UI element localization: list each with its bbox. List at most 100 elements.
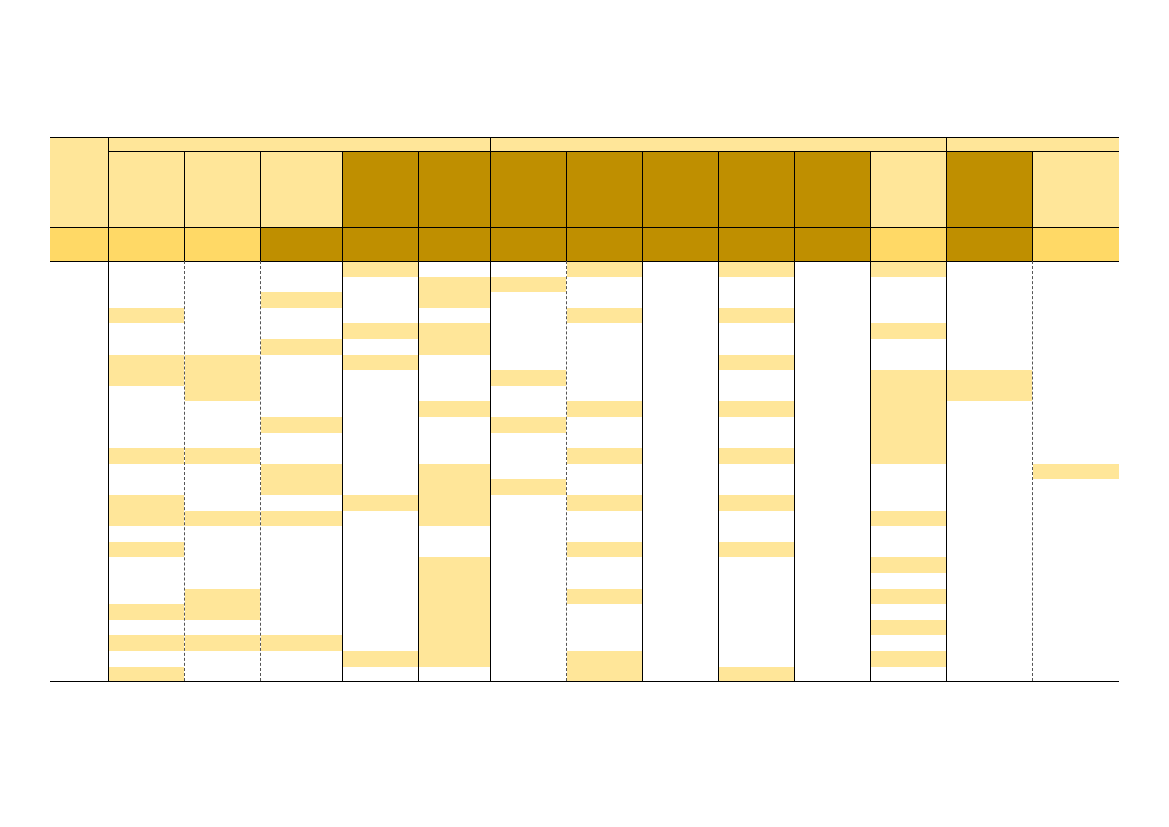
bottom-border: [50, 681, 1119, 682]
highlighted-cell: [261, 417, 342, 433]
highlighted-cell: [719, 495, 794, 511]
highlighted-cell: [491, 479, 566, 495]
highlighted-cell: [419, 557, 490, 667]
highlighted-cell: [871, 557, 946, 573]
column-subheader-cell: [946, 227, 1032, 261]
column-subheader-cell: [794, 227, 870, 261]
highlighted-cell: [419, 464, 490, 526]
column-subheader-cell: [490, 227, 566, 261]
highlighted-cell: [109, 604, 184, 620]
highlighted-cell: [719, 401, 794, 417]
highlighted-cell: [567, 542, 642, 557]
highlighted-cell: [567, 495, 642, 511]
highlighted-cell: [185, 448, 260, 464]
highlighted-cell: [343, 323, 418, 339]
highlighted-cell: [491, 277, 566, 292]
column-subheader-cell: [418, 227, 490, 261]
column-header-cell: [342, 151, 418, 227]
column-separator: [418, 261, 419, 681]
column-subheader-cell: [718, 227, 794, 261]
highlighted-cell: [343, 651, 418, 667]
column-separator: [870, 261, 871, 681]
highlighted-cell: [261, 635, 342, 651]
column-header-cell: [946, 151, 1032, 227]
column-subheader-cell: [566, 227, 642, 261]
header-rule: [50, 227, 1119, 228]
column-separator: [1032, 261, 1033, 681]
column-separator: [642, 261, 643, 681]
highlighted-cell: [567, 651, 642, 681]
highlighted-cell: [719, 448, 794, 464]
highlighted-cell: [419, 323, 490, 355]
highlighted-cell: [109, 635, 184, 651]
top-border: [50, 137, 1119, 138]
highlighted-cell: [719, 355, 794, 370]
column-separator: [260, 151, 261, 261]
highlighted-cell: [109, 355, 184, 386]
highlighted-cell: [491, 417, 566, 433]
highlighted-cell: [1033, 464, 1119, 479]
column-header-cell: [870, 151, 946, 227]
column-separator: [718, 261, 719, 681]
column-subheader-cell: [870, 227, 946, 261]
row-label-subheader-cell: [50, 227, 108, 261]
column-header-cell: [184, 151, 260, 227]
highlighted-cell: [343, 355, 418, 370]
highlighted-cell: [109, 667, 184, 681]
highlighted-cell: [871, 370, 946, 464]
highlighted-cell: [109, 308, 184, 323]
column-header-cell: [108, 151, 184, 227]
highlighted-cell: [261, 292, 342, 308]
column-separator: [1032, 151, 1033, 261]
highlighted-cell: [343, 495, 418, 511]
highlighted-cell: [419, 401, 490, 417]
highlighted-cell: [567, 308, 642, 323]
highlighted-cell: [261, 511, 342, 526]
highlighted-cell: [343, 261, 418, 277]
highlighted-cell: [567, 448, 642, 464]
column-separator: [108, 137, 109, 681]
highlighted-cell: [719, 261, 794, 277]
highlighted-cell: [947, 370, 1032, 401]
highlighted-cell: [185, 635, 260, 651]
highlighted-cell: [109, 495, 184, 526]
column-header-cell: [1032, 151, 1119, 227]
highlighted-cell: [109, 542, 184, 557]
highlighted-cell: [871, 651, 946, 667]
highlighted-cell: [719, 667, 794, 681]
highlighted-cell: [567, 589, 642, 604]
column-separator: [260, 261, 261, 681]
column-separator: [342, 151, 343, 261]
column-separator: [794, 151, 795, 261]
column-separator: [184, 151, 185, 261]
highlighted-cell: [871, 511, 946, 526]
highlighted-cell: [719, 308, 794, 323]
column-header-cell: [794, 151, 870, 227]
column-subheader-cell: [260, 227, 342, 261]
column-header-cell: [718, 151, 794, 227]
highlighted-cell: [261, 464, 342, 495]
highlighted-cell: [419, 277, 490, 308]
highlighted-cell: [719, 542, 794, 557]
column-header-cell: [566, 151, 642, 227]
column-header-cell: [490, 151, 566, 227]
column-header-cell: [642, 151, 718, 227]
column-separator: [718, 151, 719, 261]
column-separator: [184, 261, 185, 681]
highlighted-cell: [109, 448, 184, 464]
column-separator: [566, 261, 567, 681]
highlighted-cell: [871, 261, 946, 277]
group-header-band: [108, 137, 1119, 151]
highlighted-cell: [185, 355, 260, 401]
group-header-rule: [108, 151, 1119, 152]
column-subheader-cell: [108, 227, 184, 261]
highlighted-cell: [567, 401, 642, 417]
highlighted-cell: [871, 620, 946, 635]
highlighted-cell: [491, 370, 566, 386]
group-separator: [490, 137, 491, 681]
column-subheader-cell: [642, 227, 718, 261]
highlighted-cell: [261, 339, 342, 355]
column-separator: [342, 261, 343, 681]
column-separator: [418, 151, 419, 261]
